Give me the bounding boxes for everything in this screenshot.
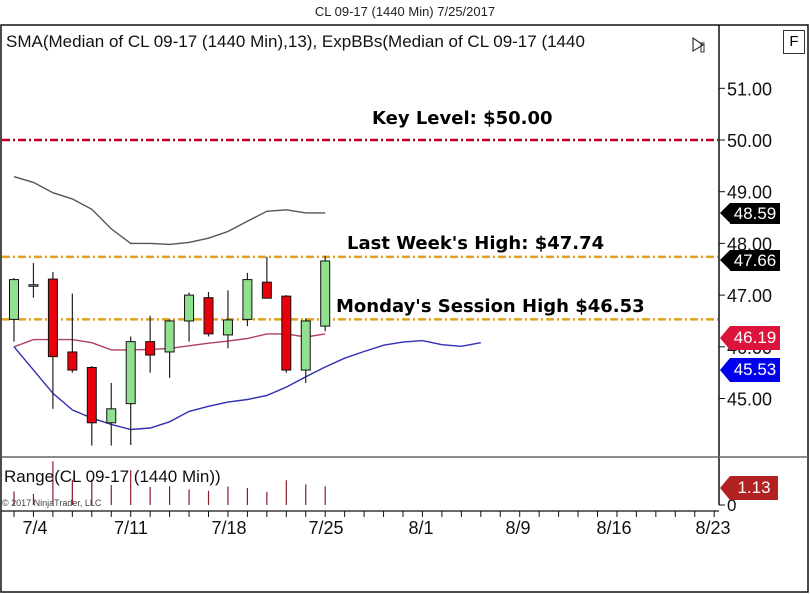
candle-body-down bbox=[145, 341, 156, 356]
candlestick[interactable] bbox=[9, 278, 19, 342]
candlestick[interactable] bbox=[203, 291, 214, 337]
cursor-icon bbox=[691, 37, 705, 53]
candlestick[interactable] bbox=[67, 293, 78, 373]
candle-body-down bbox=[261, 281, 272, 299]
candlestick[interactable] bbox=[164, 319, 175, 378]
candlestick[interactable] bbox=[261, 256, 272, 299]
chart-title: CL 09-17 (1440 Min) 7/25/2017 bbox=[314, 4, 496, 19]
candle-body-up bbox=[106, 408, 117, 424]
candle-body-up bbox=[222, 319, 233, 336]
range-panel-label: Range(CL 09-17 (1440 Min)) bbox=[4, 467, 221, 486]
candle-body-up bbox=[300, 320, 311, 371]
x-axis-label: 7/11 bbox=[114, 518, 148, 538]
candlestick[interactable] bbox=[281, 295, 292, 373]
candle-body-up bbox=[164, 320, 175, 353]
candlestick[interactable] bbox=[320, 255, 331, 332]
candle-body-down bbox=[203, 297, 214, 335]
candlestick[interactable] bbox=[106, 382, 117, 446]
y-axis-label: 50.00 bbox=[727, 131, 772, 151]
candlestick[interactable] bbox=[242, 272, 253, 327]
monday-high-annotation: Monday's Session High $46.53 bbox=[336, 296, 645, 317]
candle-body-up bbox=[320, 260, 331, 327]
candlestick[interactable] bbox=[300, 318, 311, 383]
candlestick[interactable] bbox=[125, 336, 136, 446]
key-level-annotation: Key Level: $50.00 bbox=[372, 108, 553, 129]
x-axis-label: 7/18 bbox=[211, 518, 246, 538]
y-axis-label: 51.00 bbox=[727, 79, 772, 99]
candle-body-up bbox=[9, 279, 19, 320]
candle-body-up bbox=[125, 341, 136, 405]
x-axis-label: 7/4 bbox=[22, 518, 47, 538]
candlestick[interactable] bbox=[28, 263, 39, 298]
candlestick[interactable] bbox=[145, 315, 156, 373]
f-button[interactable]: F bbox=[783, 30, 805, 54]
candlestick[interactable] bbox=[184, 292, 195, 342]
x-axis-label: 8/23 bbox=[695, 518, 730, 538]
lower-band-line bbox=[13, 339, 481, 431]
copyright: © 2017 NinjaTrader, LLC bbox=[2, 498, 102, 508]
candle-body-up bbox=[184, 294, 195, 322]
x-axis-label: 7/25 bbox=[308, 518, 343, 538]
candlestick[interactable] bbox=[86, 365, 97, 446]
y-axis-label: 49.00 bbox=[727, 183, 772, 203]
y-axis-label: 48.00 bbox=[727, 234, 772, 254]
candle-body-down bbox=[67, 351, 78, 371]
candlestick[interactable] bbox=[222, 290, 233, 349]
y-axis-label: 45.00 bbox=[727, 390, 772, 410]
candle-body-up bbox=[242, 279, 253, 320]
candlestick[interactable] bbox=[47, 271, 58, 409]
candle-body-up bbox=[28, 284, 39, 287]
x-axis-label: 8/9 bbox=[505, 518, 530, 538]
range-zero-label: 0 bbox=[727, 496, 737, 515]
y-axis-label: 47.00 bbox=[727, 286, 772, 306]
candle-body-down bbox=[47, 278, 58, 358]
x-axis-label: 8/1 bbox=[408, 518, 433, 538]
last-week-high-annotation: Last Week's High: $47.74 bbox=[347, 233, 605, 254]
upper-band-line bbox=[13, 176, 326, 246]
x-axis-label: 8/16 bbox=[596, 518, 631, 538]
indicator-legend: SMA(Median of CL 09-17 (1440 Min),13), E… bbox=[6, 32, 585, 51]
candle-body-down bbox=[281, 295, 292, 371]
candle-body-down bbox=[86, 366, 97, 424]
chart-frame bbox=[0, 24, 809, 593]
